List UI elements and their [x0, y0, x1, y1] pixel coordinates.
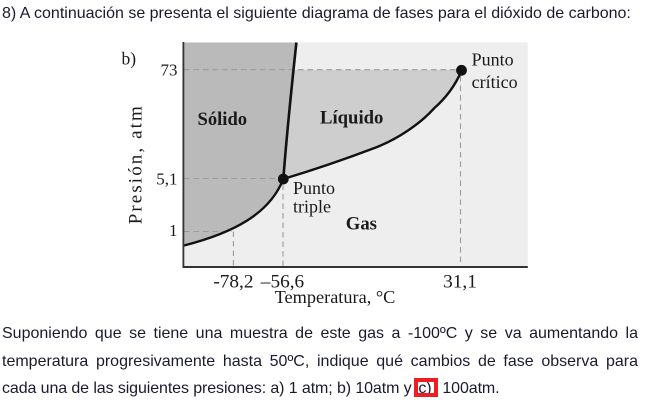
svg-text:5,1: 5,1 [156, 170, 177, 189]
svg-text:Temperatura, °C: Temperatura, °C [275, 287, 396, 307]
svg-text:31,1: 31,1 [443, 271, 477, 292]
svg-text:triple: triple [293, 197, 331, 217]
svg-text:Punto: Punto [293, 178, 335, 198]
svg-text:Punto: Punto [472, 49, 514, 69]
svg-text:b): b) [122, 49, 137, 69]
svg-text:Sólido: Sólido [198, 109, 248, 130]
svg-text:crítico: crítico [472, 72, 518, 92]
svg-text:–56,6: –56,6 [260, 271, 305, 292]
svg-text:1: 1 [169, 221, 178, 240]
svg-text:Gas: Gas [346, 214, 377, 235]
svg-text:Líquido: Líquido [320, 108, 383, 129]
svg-text:73: 73 [161, 61, 178, 80]
svg-text:-78,2: -78,2 [213, 271, 253, 292]
svg-text:Presión, atm: Presión, atm [126, 104, 147, 224]
